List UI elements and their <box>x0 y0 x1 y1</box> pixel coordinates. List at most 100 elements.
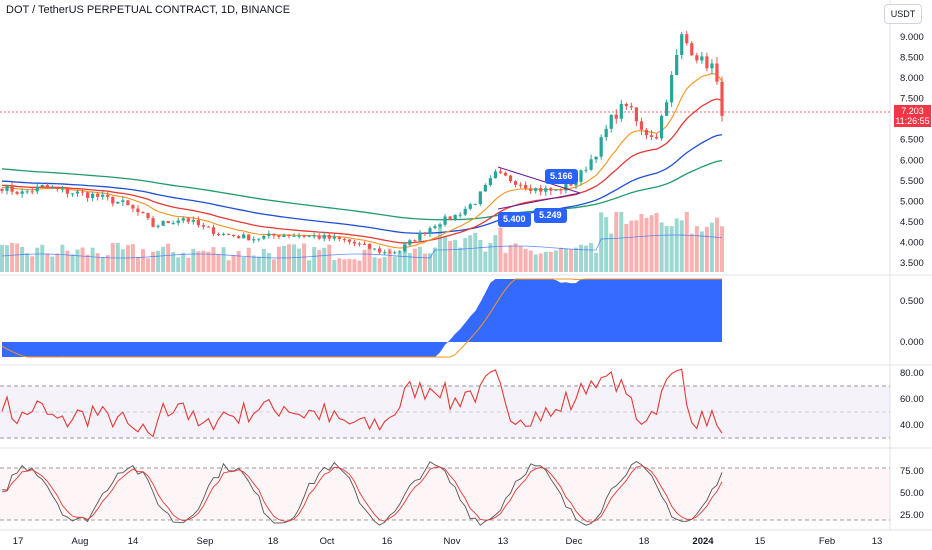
candle-body <box>362 243 367 245</box>
candle-body <box>493 171 498 179</box>
price-axis-label: 5.000 <box>900 196 924 207</box>
candle-body <box>237 236 241 239</box>
volume-bar <box>367 243 372 272</box>
volume-bar <box>60 244 65 272</box>
candle-body <box>156 225 160 227</box>
candle-body <box>292 235 296 237</box>
candle-body <box>463 208 467 215</box>
stoch-k-line <box>1 461 723 526</box>
price-axis-label: 7.500 <box>900 94 924 105</box>
volume-bar <box>246 247 251 272</box>
volume-bar <box>614 212 619 272</box>
candle-body <box>715 63 719 82</box>
stoch-axis-label: 75.00 <box>900 466 924 477</box>
candle-body <box>262 235 266 239</box>
candle-body <box>705 56 709 69</box>
candle-body <box>670 74 674 103</box>
candle-body <box>252 239 256 241</box>
volume-bar <box>55 253 60 272</box>
candle-body <box>634 107 639 122</box>
ema-fast-line <box>1 72 723 249</box>
volume-bar <box>704 226 709 272</box>
volume-bar <box>644 217 649 272</box>
volume-bar <box>699 231 704 272</box>
candle-body <box>589 159 593 170</box>
callout-5166[interactable]: 5.166 <box>545 169 578 184</box>
volume-bar <box>392 256 397 272</box>
candle-body <box>579 170 583 182</box>
volume-bar <box>533 254 538 272</box>
time-axis-label: Sep <box>197 536 214 547</box>
candle-body <box>519 184 523 186</box>
candle-body <box>544 188 548 192</box>
volume-bar <box>523 248 528 272</box>
candle-body <box>191 220 195 222</box>
candle-body <box>529 188 533 191</box>
candle-body <box>151 218 155 227</box>
volume-bar <box>20 246 25 272</box>
macd-pane <box>1 278 722 358</box>
ema-long-line <box>1 159 723 221</box>
candle-body <box>383 252 387 254</box>
candle-body <box>116 201 120 204</box>
candle-body <box>181 218 185 221</box>
volume-bar <box>140 249 145 272</box>
candle-body <box>60 188 65 190</box>
volume-bar <box>604 217 609 272</box>
time-axis-label: Nov <box>444 536 461 547</box>
candle-body <box>91 193 95 198</box>
volume-bar <box>538 253 543 272</box>
callout-5400[interactable]: 5.400 <box>498 212 531 227</box>
callout-5249[interactable]: 5.249 <box>534 208 567 223</box>
volume-bar <box>674 218 679 272</box>
candle-body <box>609 114 613 129</box>
volume-bar <box>297 248 302 272</box>
price-axis-label: 8.000 <box>900 73 924 84</box>
candle-body <box>614 114 618 119</box>
volume-bar <box>387 248 392 272</box>
candle-body <box>211 227 216 234</box>
candle-body <box>242 234 246 239</box>
candle-body <box>327 235 331 239</box>
currency-selector[interactable]: USDT <box>884 4 922 24</box>
volume-bar <box>553 250 558 272</box>
triangle-lower-line <box>497 192 581 210</box>
volume-bar <box>463 238 468 272</box>
candle-body <box>55 187 59 190</box>
volume-bar <box>186 257 191 272</box>
candle-body <box>171 222 175 224</box>
candle-body <box>20 191 24 194</box>
candle-body <box>257 238 261 240</box>
candle-body <box>513 181 518 185</box>
candle-body <box>131 205 135 209</box>
price-axis-label: 6.000 <box>900 155 924 166</box>
candle-body <box>65 188 70 194</box>
volume-bar <box>50 256 55 272</box>
candle-body <box>141 212 145 214</box>
volume-bar <box>342 259 347 272</box>
candle-body <box>659 115 664 139</box>
volume-bar <box>664 226 669 272</box>
volume-bar <box>85 254 90 272</box>
candle-body <box>15 191 19 194</box>
candle-body <box>75 191 80 194</box>
candle-body <box>483 184 487 192</box>
time-axis-label: 13 <box>872 536 883 547</box>
volume-bar <box>382 257 387 272</box>
candle-body <box>50 187 54 189</box>
volume-bar <box>468 235 473 272</box>
stoch-band <box>0 468 890 520</box>
candle-body <box>710 63 714 69</box>
volume-bar <box>573 247 578 272</box>
candle-body <box>111 197 115 204</box>
volume-bar <box>579 244 584 272</box>
countdown: 11:26:55 <box>895 116 930 126</box>
candle-body <box>0 188 4 191</box>
volume-bar <box>503 252 508 272</box>
candle-body <box>70 193 75 195</box>
candle-body <box>418 232 422 241</box>
candle-body <box>720 81 724 116</box>
candle-body <box>40 184 44 187</box>
candle-body <box>388 252 392 254</box>
